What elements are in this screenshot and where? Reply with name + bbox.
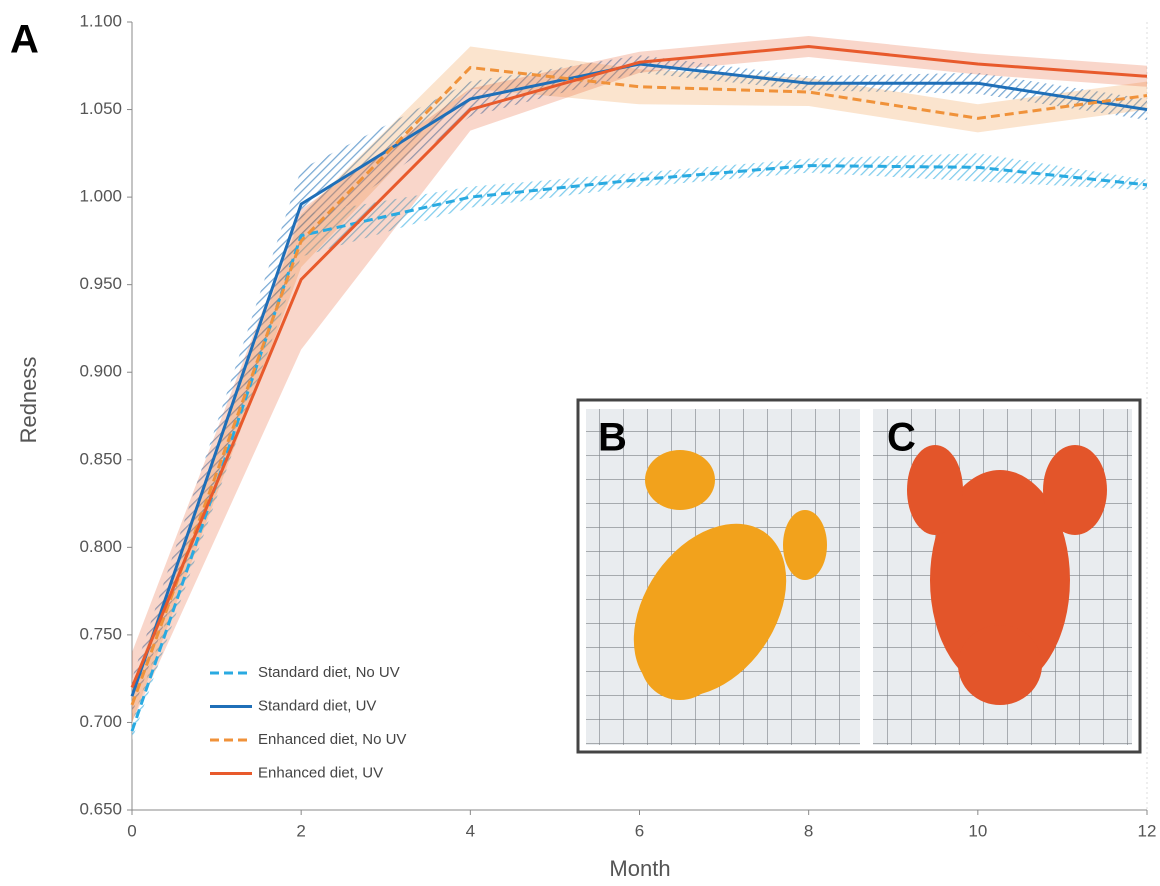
legend-label: Enhanced diet, No UV (258, 731, 406, 748)
x-tick-label: 2 (296, 821, 305, 840)
y-axis-title: Redness (16, 357, 41, 444)
panel-label: B (598, 416, 627, 460)
x-tick-label: 4 (466, 821, 475, 840)
y-tick-label: 0.900 (79, 362, 122, 381)
panel-label: C (887, 416, 916, 460)
panel-label: A (10, 18, 39, 62)
y-tick-label: 1.100 (79, 11, 122, 30)
x-tick-label: 12 (1138, 821, 1157, 840)
y-tick-label: 0.750 (79, 624, 122, 643)
x-tick-label: 0 (127, 821, 136, 840)
y-tick-label: 0.850 (79, 449, 122, 468)
y-tick-label: 1.000 (79, 187, 122, 206)
frog-yellow (633, 450, 827, 700)
frog-red (907, 445, 1107, 705)
series-line (130, 45, 1148, 688)
series-line (130, 62, 1148, 697)
y-tick-label: 1.050 (79, 99, 122, 118)
error-band (132, 36, 1147, 723)
x-tick-label: 10 (968, 821, 987, 840)
y-tick-label: 0.950 (79, 274, 122, 293)
x-tick-label: 8 (804, 821, 813, 840)
series-line (130, 164, 1148, 732)
y-tick-label: 0.650 (79, 799, 122, 818)
y-tick-label: 0.700 (79, 712, 122, 731)
legend-label: Enhanced diet, UV (258, 764, 383, 781)
legend-label: Standard diet, UV (258, 697, 376, 714)
x-axis-title: Month (609, 856, 670, 881)
error-band (132, 46, 1147, 723)
photo-inset: B C (576, 398, 1142, 754)
series-line (130, 65, 1148, 706)
legend-label: Standard diet, No UV (258, 664, 400, 681)
y-tick-label: 0.800 (79, 537, 122, 556)
x-tick-label: 6 (635, 821, 644, 840)
